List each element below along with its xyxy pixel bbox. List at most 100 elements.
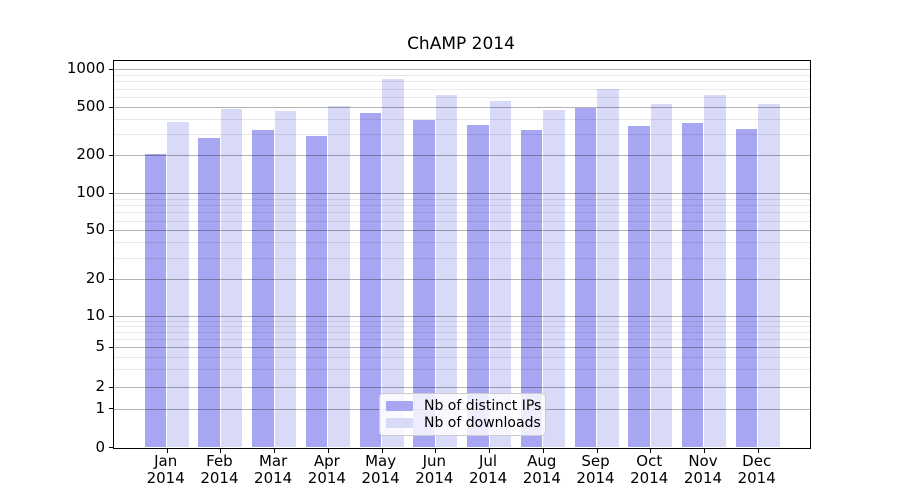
y-tick-mark: [109, 154, 113, 156]
minor-gridline: [114, 118, 810, 120]
bar-distinct-ips-dec: [735, 128, 758, 448]
y-tick-mark: [109, 229, 113, 231]
major-gridline: [114, 107, 810, 108]
bar-downloads-mar: [274, 110, 297, 448]
y-tick-mark: [109, 278, 113, 280]
legend-label-downloads: Nb of downloads: [424, 414, 541, 431]
major-gridline: [114, 193, 810, 195]
plot-area: [109, 59, 811, 453]
bar-downloads-jul: [489, 100, 512, 448]
minor-gridline: [114, 220, 810, 222]
bar-distinct-ips-oct: [628, 125, 650, 448]
x-tick-mark: [703, 448, 705, 453]
minor-gridline: [114, 356, 810, 358]
x-tick-mark: [327, 448, 329, 453]
x-tick-mark: [489, 448, 491, 453]
x-tick-mark: [542, 448, 544, 453]
bar-downloads-oct: [650, 104, 673, 448]
minor-gridline: [114, 320, 810, 322]
major-gridline: [114, 69, 810, 70]
major-gridline: [114, 155, 810, 156]
bar-distinct-ips-sep: [574, 108, 597, 448]
minor-gridline: [114, 338, 810, 340]
major-gridline: [114, 230, 810, 232]
minor-gridline: [114, 97, 810, 98]
bar-distinct-ips-feb: [198, 138, 220, 448]
bar-distinct-ips-jun: [413, 120, 435, 448]
minor-gridline: [114, 369, 810, 371]
bar-distinct-ips-aug: [520, 130, 543, 448]
y-tick-mark: [109, 447, 113, 448]
legend-swatch-downloads: [386, 417, 413, 428]
bar-downloads-dec: [758, 104, 780, 448]
y-tick-label: 500: [76, 97, 105, 115]
legend-swatch-distinct-ips: [386, 401, 413, 412]
minor-gridline: [114, 133, 810, 135]
x-tick-label-jan: Jan 2014: [146, 452, 185, 487]
legend-item-distinct-ips: Nb of distinct IPs: [386, 398, 541, 414]
bar-downloads-jun: [435, 95, 458, 448]
y-tick-mark: [109, 386, 113, 388]
y-tick-label: 5: [95, 337, 105, 355]
minor-gridline: [114, 242, 810, 244]
x-tick-label-dec: Dec 2014: [737, 452, 776, 487]
bar-distinct-ips-apr: [305, 136, 328, 448]
x-tick-mark: [650, 448, 652, 453]
bar-distinct-ips-mar: [252, 130, 274, 448]
chart-title: ChAMP 2014: [407, 34, 515, 54]
x-tick-mark: [166, 448, 168, 453]
major-gridline: [114, 279, 810, 281]
x-tick-label-apr: Apr 2014: [307, 452, 346, 487]
x-tick-mark: [757, 448, 759, 453]
y-tick-label: 10: [85, 306, 105, 324]
y-tick-mark: [109, 315, 113, 317]
bar-downloads-sep: [597, 89, 619, 448]
bar-downloads-may: [382, 79, 404, 448]
y-tick-label: 20: [85, 269, 105, 288]
minor-gridline: [114, 325, 810, 327]
bar-downloads-nov: [704, 94, 726, 448]
y-tick-mark: [109, 68, 113, 70]
major-gridline: [114, 347, 810, 348]
y-tick-label: 1000: [66, 59, 105, 77]
y-tick-label: 200: [76, 145, 105, 163]
major-gridline: [114, 316, 810, 317]
minor-gridline: [114, 81, 810, 83]
x-tick-mark: [435, 448, 437, 453]
bar-downloads-apr: [328, 105, 350, 448]
bar-downloads-jan: [167, 122, 189, 448]
x-tick-label-oct: Oct 2014: [630, 452, 669, 487]
minor-gridline: [114, 88, 810, 90]
minor-gridline: [114, 331, 810, 333]
major-gridline: [114, 387, 810, 388]
x-tick-mark: [596, 448, 598, 453]
x-tick-label-jul: Jul 2014: [468, 452, 508, 487]
bar-distinct-ips-may: [359, 113, 382, 448]
y-tick-label: 50: [85, 220, 105, 239]
x-tick-label-mar: Mar 2014: [254, 452, 293, 487]
x-tick-mark: [274, 448, 276, 453]
legend-item-downloads: Nb of downloads: [386, 415, 541, 431]
minor-gridline: [114, 212, 810, 214]
legend: Nb of distinct IPs Nb of downloads: [379, 393, 546, 436]
y-tick-mark: [109, 346, 113, 348]
bar-downloads-feb: [220, 109, 243, 448]
y-tick-label: 1: [95, 398, 105, 417]
minor-gridline: [114, 198, 810, 200]
bar-distinct-ips-jul: [467, 124, 489, 448]
minor-gridline: [114, 257, 810, 259]
y-tick-label: 2: [95, 377, 105, 395]
y-tick-mark: [109, 192, 113, 194]
bar-downloads-aug: [543, 109, 565, 448]
x-tick-label-nov: Nov 2014: [683, 452, 723, 487]
y-tick-label: 100: [76, 183, 105, 202]
x-tick-label-may: May 2014: [361, 452, 400, 487]
y-tick-mark: [109, 106, 113, 108]
x-tick-mark: [220, 448, 222, 453]
minor-gridline: [114, 205, 810, 207]
bar-distinct-ips-nov: [681, 123, 704, 448]
x-tick-label-aug: Aug 2014: [522, 452, 561, 487]
bar-distinct-ips-jan: [144, 153, 167, 448]
x-tick-label-feb: Feb 2014: [200, 452, 239, 487]
y-tick-mark: [109, 408, 113, 409]
